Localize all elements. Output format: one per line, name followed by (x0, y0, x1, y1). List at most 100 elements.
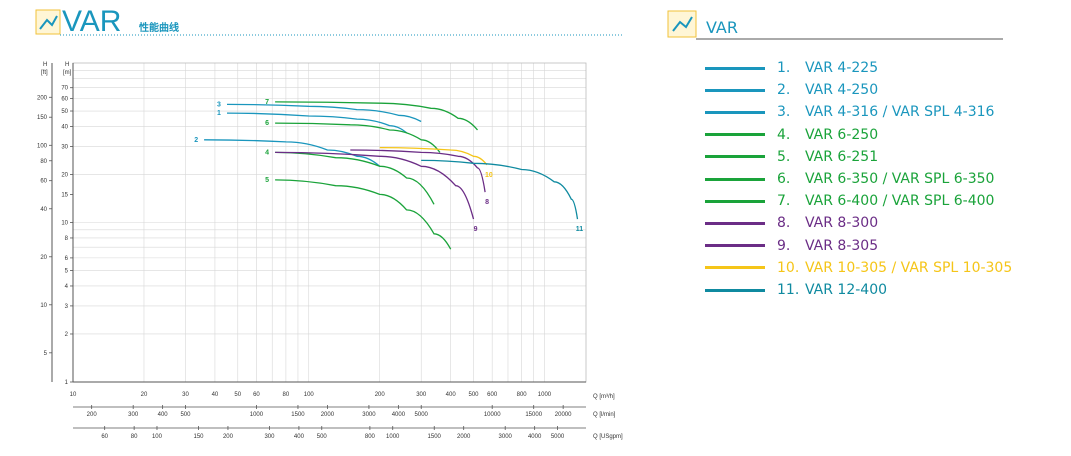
x-tick-label-m3h: 20 (141, 392, 148, 398)
legend-line-swatch (705, 133, 765, 137)
legend-item-10: 10. VAR 10-305 / VAR SPL 10-305 (705, 258, 1012, 278)
x-tick-label-lmin: 3000 (362, 412, 376, 418)
chart-axes: 1234568101520304050607051020406080100150… (37, 63, 586, 440)
legend-item-number: 10. (777, 259, 800, 276)
y-tick-label-m: 3 (65, 304, 69, 310)
x-tick-label-m3h: 400 (446, 392, 457, 398)
series-curve-6 (275, 122, 441, 153)
curve-label-3: 3 (217, 101, 221, 108)
legend-item-label: VAR 8-305 (805, 237, 879, 254)
series-curve-11 (421, 159, 579, 220)
x-tick-label-usgpm: 200 (223, 434, 234, 440)
legend-item-11: 11. VAR 12-400 (705, 280, 887, 300)
legend-item-number: 2. (777, 82, 791, 99)
legend-line-swatch (705, 66, 765, 70)
curve-label-6: 6 (265, 120, 269, 127)
series-curve-5 (275, 179, 452, 250)
legend-item-label: VAR 6-250 (805, 126, 879, 143)
x-tick-label-m3h: 10 (70, 392, 77, 398)
curve-label-10: 10 (485, 172, 493, 179)
header-left: VAR 性能曲线 (35, 5, 622, 38)
legend-item-label: VAR 6-251 (805, 148, 879, 165)
legend-line-swatch (705, 155, 765, 159)
curve-label-5: 5 (265, 177, 269, 184)
h-ft-label-top: H (43, 62, 47, 68)
q-m3h-label: Q [m³/h] (593, 394, 615, 400)
legend-item-label: VAR 6-350 / VAR SPL 6-350 (805, 171, 995, 187)
series-curve-10 (379, 146, 488, 166)
header-right: VAR (667, 10, 1003, 40)
x-tick-label-lmin: 20000 (555, 412, 572, 418)
x-tick-label-m3h: 200 (375, 392, 386, 398)
legend-line-swatch (705, 177, 765, 181)
legend-line-swatch (705, 88, 765, 92)
curve-label-7: 7 (265, 99, 269, 106)
x-tick-label-usgpm: 100 (152, 434, 163, 440)
series-curve-4 (275, 151, 435, 205)
series-curve-2 (204, 139, 381, 167)
x-tick-label-lmin: 200 (87, 412, 98, 418)
x-tick-label-lmin: 500 (180, 412, 191, 418)
x-tick-label-lmin: 5000 (415, 412, 429, 418)
curve-label-1: 1 (217, 110, 221, 117)
legend-item-number: 11. (777, 282, 800, 298)
x-tick-label-m3h: 500 (469, 392, 480, 398)
y-tick-label-ft: 200 (37, 95, 48, 101)
y-tick-label-m: 1 (65, 380, 69, 386)
curve-label-11: 11 (576, 226, 584, 233)
x-tick-label-lmin: 1500 (291, 412, 305, 418)
legend-item-9: 9. VAR 8-305 (705, 236, 878, 256)
y-tick-label-ft: 100 (37, 143, 48, 149)
x-tick-label-usgpm: 2000 (457, 434, 471, 440)
h-m-label-top: H (65, 62, 69, 68)
y-tick-label-ft: 150 (37, 115, 48, 121)
series-curve-1 (226, 112, 408, 134)
legend-item-label: VAR 4-250 (805, 82, 879, 99)
x-tick-label-usgpm: 1000 (386, 434, 400, 440)
legend-line-swatch (705, 110, 765, 114)
q-usgpm-label: Q [USgpm] (593, 434, 623, 440)
series-curve-9 (275, 151, 475, 220)
curve-label-2: 2 (194, 137, 198, 144)
y-tick-label-m: 60 (61, 96, 68, 102)
x-tick-label-usgpm: 4000 (528, 434, 542, 440)
x-tick-label-m3h: 50 (234, 392, 241, 398)
x-tick-label-lmin: 300 (128, 412, 139, 418)
legend-item-5: 5. VAR 6-251 (705, 147, 878, 167)
x-tick-label-usgpm: 80 (131, 434, 138, 440)
x-tick-label-usgpm: 60 (101, 434, 108, 440)
legend-item-number: 6. (777, 171, 791, 187)
x-tick-label-lmin: 2000 (321, 412, 335, 418)
chart-curve-labels: 1 2 3 4 5 6 7 8 9 10 11 (194, 99, 583, 233)
y-tick-label-ft: 80 (40, 159, 47, 165)
page-title: VAR (62, 5, 121, 38)
y-tick-label-m: 20 (61, 172, 68, 178)
chart-series (204, 101, 579, 250)
legend-item-number: 3. (777, 104, 791, 121)
x-tick-label-usgpm: 5000 (551, 434, 565, 440)
x-tick-label-m3h: 80 (283, 392, 290, 398)
y-tick-label-m: 70 (61, 86, 68, 92)
y-tick-label-ft: 40 (40, 207, 47, 213)
x-tick-label-lmin: 10000 (484, 412, 501, 418)
legend-item-2: 2. VAR 4-250 (705, 80, 878, 100)
x-tick-label-m3h: 100 (304, 392, 315, 398)
legend-item-4: 4. VAR 6-250 (705, 125, 878, 145)
legend-trend-icon-line (672, 16, 693, 32)
x-tick-label-m3h: 800 (517, 392, 528, 398)
y-tick-label-m: 5 (65, 269, 69, 275)
legend-item-8: 8. VAR 8-300 (705, 213, 878, 233)
x-tick-label-m3h: 40 (212, 392, 219, 398)
series-curve-3 (226, 103, 422, 123)
legend-item-number: 7. (777, 193, 791, 210)
q-lmin-label: Q [l/min] (593, 412, 616, 418)
legend-item-number: 1. (777, 60, 791, 76)
x-tick-label-lmin: 15000 (525, 412, 542, 418)
x-tick-label-usgpm: 400 (294, 434, 305, 440)
legend-item-number: 9. (777, 237, 791, 254)
y-tick-label-m: 6 (65, 256, 69, 262)
legend-line-swatch (705, 266, 765, 270)
legend-line-swatch (705, 244, 765, 248)
y-tick-label-ft: 10 (40, 303, 47, 309)
legend-trend-icon (667, 10, 697, 38)
